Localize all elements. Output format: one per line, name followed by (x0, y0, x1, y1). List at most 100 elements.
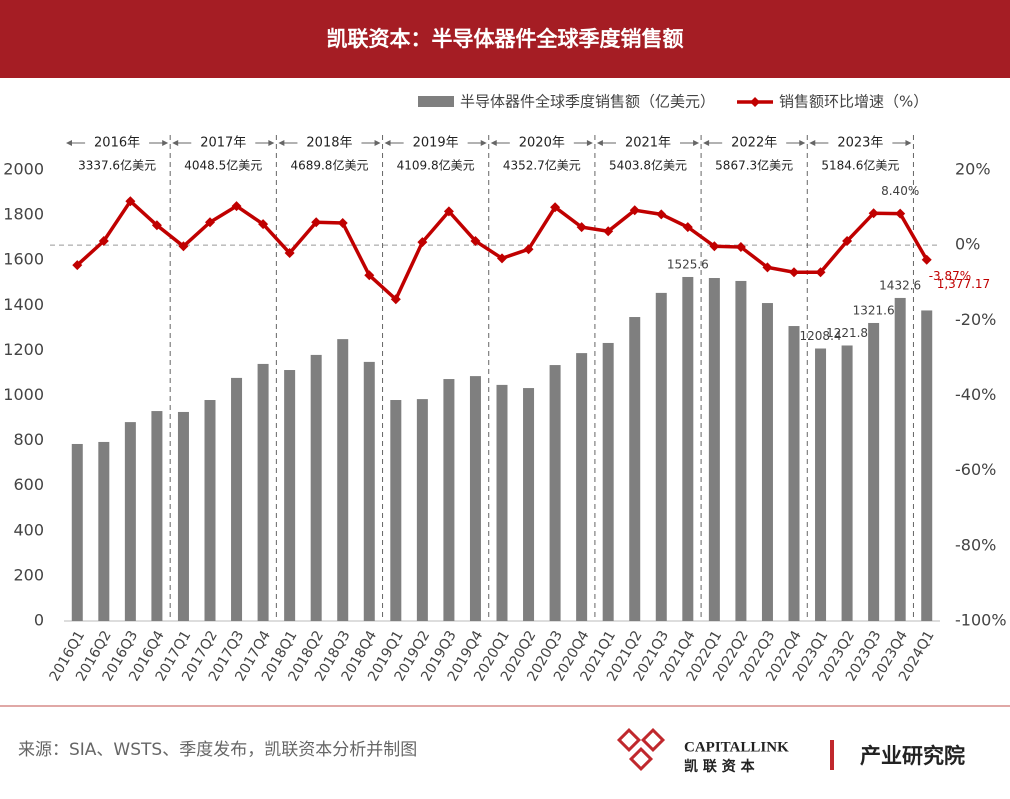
bar (98, 441, 110, 621)
year-total: 4689.8亿美元 (290, 158, 368, 173)
line-marker (284, 248, 295, 259)
year-total: 3337.6亿美元 (78, 158, 156, 173)
y-tick-label: 1000 (3, 385, 44, 404)
bar (602, 342, 614, 621)
line-marker (497, 253, 507, 264)
bar (576, 353, 588, 621)
bar-label: 1,377.17 (937, 277, 990, 291)
bar (177, 411, 189, 621)
y2-tick-label: 0% (955, 235, 980, 254)
bar (523, 388, 535, 621)
year-total: 4048.5亿美元 (184, 158, 262, 173)
y2-tick-label: -20% (955, 310, 996, 329)
line-label: 8.40% (881, 184, 919, 198)
line-marker (629, 205, 640, 216)
line-marker (550, 202, 561, 213)
line-marker (709, 241, 720, 252)
line-marker (576, 222, 587, 233)
line-marker (815, 267, 826, 278)
year-label: 2017年 (200, 136, 246, 151)
y2-tick-label: -60% (955, 460, 996, 479)
line-marker (311, 217, 322, 228)
y-tick-label: 2000 (3, 160, 44, 179)
year-total: 4352.7亿美元 (503, 158, 581, 173)
bar (363, 361, 375, 621)
line-marker (443, 206, 454, 217)
bar (868, 322, 880, 621)
y-tick-label: 1200 (3, 340, 44, 359)
bar (257, 363, 269, 621)
y2-tick-label: -100% (955, 611, 1007, 630)
line-marker (682, 222, 693, 233)
bar-label: 1432.6 (879, 278, 921, 292)
line-label: -3.87% (929, 269, 971, 283)
bar (921, 310, 933, 621)
bar (496, 384, 508, 621)
bar (416, 399, 428, 621)
y-tick-label: 1600 (3, 250, 44, 269)
y-tick-label: 0 (34, 611, 44, 630)
bar (337, 339, 349, 621)
y2-tick-label: -80% (955, 535, 996, 554)
line-marker (205, 217, 215, 228)
bar (815, 348, 827, 621)
bar (151, 411, 163, 621)
line-marker (151, 220, 162, 231)
bar (390, 400, 402, 621)
line-marker (921, 254, 932, 265)
bar-label: 1525.6 (667, 257, 709, 271)
year-label: 2023年 (837, 136, 883, 151)
line-marker (523, 244, 534, 255)
line (76, 198, 929, 303)
legend-swatch (750, 97, 761, 107)
line-marker (656, 209, 667, 220)
bar (469, 376, 481, 621)
line-marker (258, 219, 269, 230)
bar (124, 422, 136, 621)
line-marker (470, 236, 481, 247)
year-label: 2022年 (731, 136, 777, 151)
bar (735, 280, 747, 621)
line-marker (789, 267, 799, 278)
bar (841, 345, 853, 621)
line-marker (178, 241, 189, 252)
bar (443, 379, 455, 621)
brand-cn: 凯 联 资 本 (684, 758, 756, 775)
y-tick-label: 1800 (3, 205, 44, 224)
legend-swatch (418, 96, 454, 107)
y-tick-label: 200 (13, 565, 44, 584)
bar-label: 1321.6 (853, 303, 895, 317)
bar (204, 400, 216, 621)
year-total: 5184.6亿美元 (821, 158, 899, 173)
bar (682, 276, 694, 621)
y-tick-label: 400 (13, 520, 44, 539)
line-marker (337, 217, 348, 228)
bar-label: 1208.4 (800, 329, 842, 343)
bar (310, 354, 322, 621)
bar (231, 377, 243, 621)
bar (284, 370, 296, 621)
department: 产业研究院 (860, 744, 965, 768)
line-marker (231, 201, 242, 212)
bar-label: 1221.8 (826, 326, 868, 340)
year-label: 2018年 (306, 136, 352, 151)
line-marker (72, 260, 83, 271)
line-marker (868, 208, 879, 219)
y-tick-label: 600 (13, 475, 44, 494)
bar (549, 365, 561, 621)
logo (616, 727, 666, 772)
y2-tick-label: -40% (955, 385, 996, 404)
source: 来源：SIA、WSTS、季度发布，凯联资本分析并制图 (18, 740, 417, 760)
bar (708, 278, 720, 621)
year-total: 5403.8亿美元 (609, 158, 687, 173)
line-marker (762, 262, 773, 273)
legend-label: 销售额环比增速（%） (779, 93, 928, 111)
line-marker (895, 208, 906, 219)
brand: CAPITALLINK (684, 739, 789, 755)
line-marker (735, 242, 746, 253)
header-bar (0, 0, 1010, 78)
year-label: 2016年 (94, 136, 140, 151)
y2-tick-label: 20% (955, 160, 991, 179)
bar (788, 326, 800, 621)
bar (629, 317, 641, 621)
